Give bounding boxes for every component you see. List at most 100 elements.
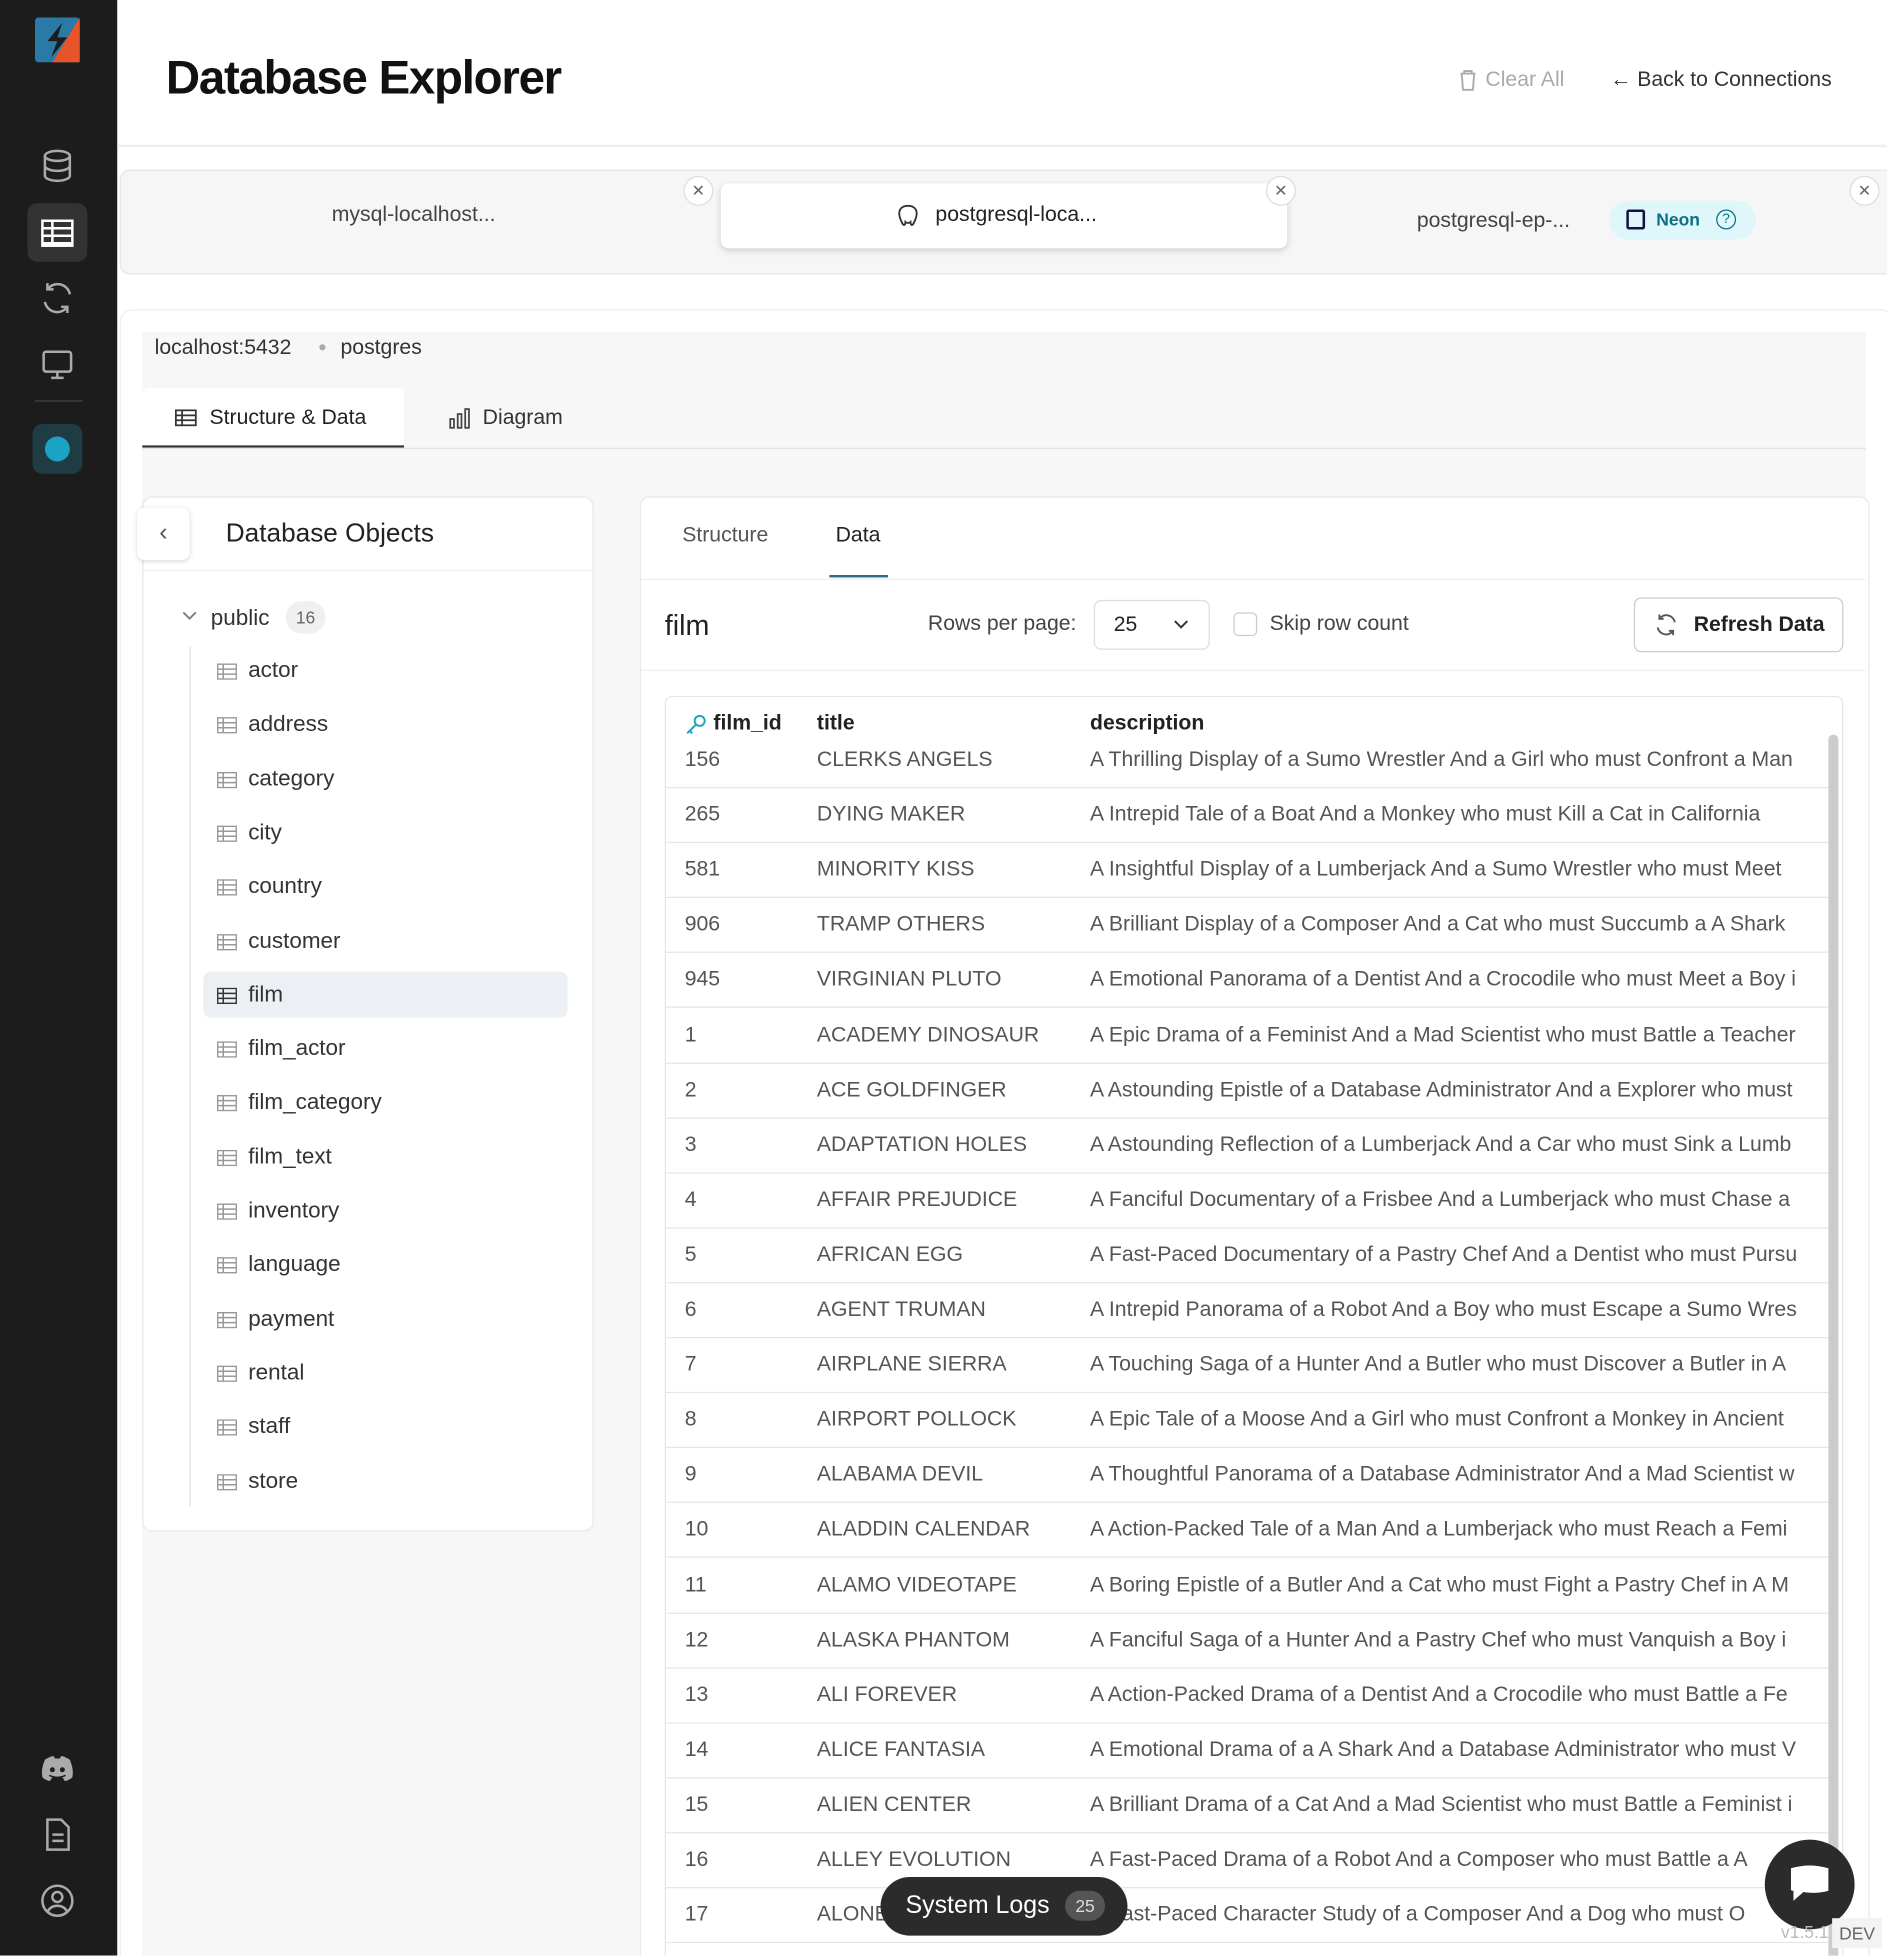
close-tab[interactable]: ✕ (1849, 175, 1880, 206)
data-row[interactable]: 265 DYING MAKER A Intrepid Tale of a Boat … (666, 787, 1829, 844)
data-row[interactable]: 15 ALIEN CENTER A Brilliant Drama of a Cat… (666, 1777, 1829, 1834)
data-row[interactable]: 14 ALICE FANTASIA A Emotional Drama of a A… (666, 1722, 1829, 1779)
view-tab-active[interactable]: Structure & Data (142, 387, 405, 448)
grid-body: 156 CLERKS ANGELS A Thrilling Display of a… (666, 697, 1842, 1955)
databases-icon[interactable] (37, 146, 77, 186)
table-item[interactable]: store (203, 1457, 567, 1503)
table-item[interactable]: actor (203, 647, 567, 693)
table-icon (217, 1365, 237, 1382)
table-item[interactable]: staff (203, 1403, 567, 1449)
data-row[interactable]: 945 VIRGINIAN PLUTO A Emotional Panorama o… (666, 952, 1829, 1009)
account-icon[interactable] (37, 1881, 77, 1921)
skip-label: Skip row count (1269, 611, 1409, 635)
logs-label: System Logs (905, 1892, 1050, 1920)
close-tab[interactable]: ✕ (1265, 175, 1296, 206)
data-cell: 265 (684, 802, 721, 826)
data-row[interactable]: 906 TRAMP OTHERS A Brilliant Display of a … (666, 897, 1829, 954)
table-name: payment (248, 1305, 335, 1331)
data-row[interactable]: 10 ALADDIN CALENDAR A Action-Packed Tale o… (666, 1502, 1829, 1559)
back-button[interactable]: ← Back to Connections (1610, 67, 1832, 92)
data-cell: AIRPORT POLLOCK (816, 1407, 1017, 1431)
data-row[interactable]: 13 ALI FOREVER A Action-Packed Drama of a … (666, 1667, 1829, 1724)
table-icon (217, 1149, 237, 1166)
data-row[interactable]: 11 ALAMO VIDEOTAPE A Boring Epistle of a B… (666, 1557, 1829, 1614)
connection-tab[interactable]: postgresql-ep-... (1416, 208, 1571, 232)
data-cell: A Fanciful Documentary of a Frisbee And … (1090, 1187, 1791, 1211)
table-item[interactable]: inventory (203, 1187, 567, 1233)
data-cell: ALAMO VIDEOTAPE (816, 1572, 1017, 1596)
table-item[interactable]: customer (203, 917, 567, 963)
table-item[interactable]: city (203, 809, 567, 855)
database: postgres (340, 335, 422, 360)
table-item[interactable]: film_category (203, 1079, 567, 1125)
data-cell: VIRGINIAN PLUTO (816, 967, 1002, 991)
explorer-icon[interactable] (37, 213, 77, 253)
data-cell: 8 (684, 1407, 697, 1431)
data-row[interactable]: 6 AGENT TRUMAN A Intrepid Panorama of a Ro… (666, 1282, 1829, 1339)
table-item[interactable]: film_text (203, 1133, 567, 1179)
table-item[interactable]: country (203, 863, 567, 909)
table-item[interactable]: film (203, 971, 568, 1018)
data-tab[interactable]: Structure (682, 522, 769, 547)
data-row[interactable]: 4 AFFAIR PREJUDICE A Fanciful Documentary … (666, 1172, 1829, 1229)
breadcrumb-dot (319, 344, 326, 351)
data-row[interactable]: 3 ADAPTATION HOLES A Astounding Reflection… (666, 1117, 1829, 1174)
data-cell: 5 (684, 1242, 697, 1266)
data-cell: A Epic Drama of a Feminist And a Mad Sci… (1090, 1022, 1796, 1046)
column-header[interactable]: title (816, 710, 855, 735)
data-row[interactable]: 156 CLERKS ANGELS A Thrilling Display of a… (666, 732, 1829, 789)
monitor-icon[interactable] (37, 344, 77, 384)
connection-label: postgresql-loca... (935, 202, 1097, 226)
table-name: film_text (248, 1143, 332, 1169)
table-item[interactable]: film_actor (203, 1025, 567, 1071)
active-connection-tab[interactable]: postgresql-loca... (720, 183, 1288, 249)
data-row[interactable]: 16 ALLEY EVOLUTION A Fast-Paced Drama of a… (666, 1832, 1829, 1889)
data-cell: A Astounding Epistle of a Database Admin… (1090, 1077, 1793, 1101)
column-header[interactable]: film_id (713, 710, 782, 735)
table-item[interactable]: language (203, 1241, 567, 1287)
data-row[interactable]: 8 AIRPORT POLLOCK A Epic Tale of a Moose A… (666, 1392, 1829, 1449)
view-tab[interactable]: Diagram (482, 405, 563, 430)
data-cell: ALI FOREVER (816, 1682, 958, 1706)
sync-icon[interactable] (37, 278, 77, 318)
data-tab-active[interactable]: Data (835, 522, 881, 547)
active-nav[interactable] (27, 203, 88, 262)
collapse-button[interactable]: ‹ (137, 507, 190, 560)
data-row[interactable]: 581 MINORITY KISS A Insightful Display of … (666, 842, 1829, 899)
skip-checkbox[interactable] (1233, 612, 1258, 637)
data-cell: 13 (684, 1682, 709, 1706)
connection-tab[interactable]: mysql-localhost... (331, 202, 496, 226)
data-row[interactable]: 2 ACE GOLDFINGER A Astounding Epistle of a… (666, 1062, 1829, 1119)
refresh-button[interactable]: Refresh Data (1633, 597, 1844, 653)
chevron[interactable] (181, 610, 198, 622)
scrollbar[interactable] (1828, 734, 1839, 1956)
logo[interactable] (34, 17, 80, 63)
table-item[interactable]: rental (203, 1349, 567, 1395)
discord-icon[interactable] (37, 1749, 77, 1789)
system-logs-button[interactable]: System Logs 25 (880, 1877, 1128, 1936)
table-item[interactable]: payment (203, 1295, 567, 1341)
connection-indicator[interactable] (32, 424, 83, 474)
column-header[interactable]: description (1090, 710, 1205, 735)
data-cell: 12 (684, 1627, 709, 1651)
table-item[interactable]: category (203, 755, 567, 801)
table-item[interactable]: address (203, 701, 567, 747)
help-icon[interactable]: ? (1716, 209, 1737, 230)
data-row[interactable]: 7 AIRPLANE SIERRA A Touching Saga of a Hun… (666, 1337, 1829, 1394)
data-row[interactable]: 17 ALONE TRIP A Fast-Paced Character Study… (666, 1887, 1829, 1944)
table-name: language (248, 1251, 341, 1277)
chat-button[interactable] (1764, 1839, 1855, 1930)
refresh-label: Refresh Data (1693, 612, 1825, 637)
data-row[interactable]: 12 ALASKA PHANTOM A Fanciful Saga of a Hun… (666, 1612, 1829, 1669)
data-row[interactable]: 9 ALABAMA DEVIL A Thoughtful Panorama of a… (666, 1447, 1829, 1504)
close-tab[interactable]: ✕ (683, 175, 714, 206)
clear-all-button[interactable]: Clear All (1485, 67, 1565, 92)
schema-name[interactable]: public (210, 604, 270, 630)
data-cell: TRAMP OTHERS (816, 912, 985, 936)
data-row[interactable]: 1 ACADEMY DINOSAUR A Epic Drama of a Femin… (666, 1007, 1829, 1064)
rows-select[interactable]: 25 (1093, 599, 1210, 650)
data-row[interactable]: 5 AFRICAN EGG A Fast-Paced Documentary of … (666, 1227, 1829, 1284)
docs-icon[interactable] (37, 1815, 77, 1855)
version: v1.5.1 (1781, 1921, 1829, 1942)
